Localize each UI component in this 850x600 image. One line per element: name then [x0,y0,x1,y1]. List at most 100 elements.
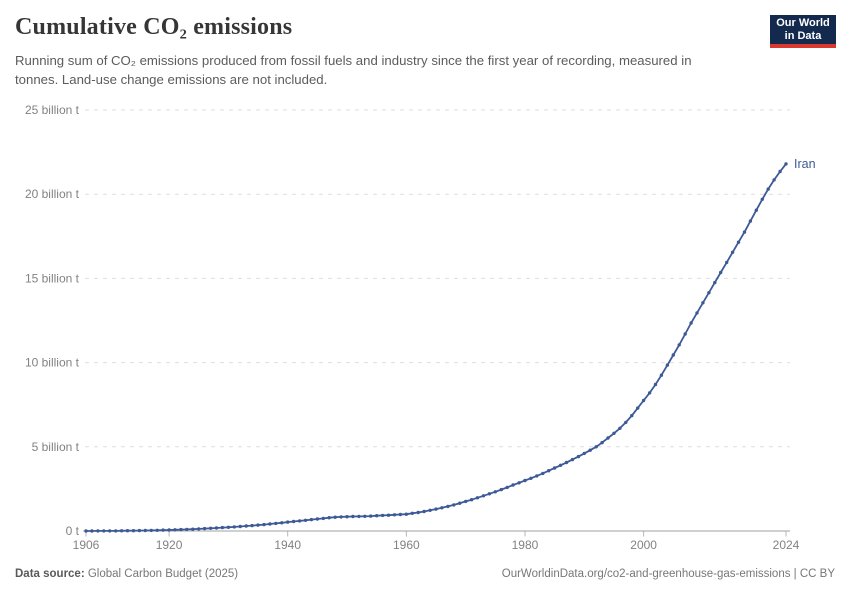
data-point [357,514,361,519]
data-point [333,515,337,519]
data-point [612,431,616,435]
data-point [475,496,480,500]
data-point [125,529,130,533]
data-point [541,471,545,476]
data-point [155,528,159,532]
data-point [398,512,403,517]
data-point [404,512,408,516]
data-point [647,391,652,395]
gridlines-layer [83,109,790,532]
data-point [108,529,112,533]
data-point [701,301,705,305]
y-tick-label: 20 billion t [25,187,80,201]
data-point [754,208,758,212]
data-point [303,518,308,522]
data-point [600,440,604,445]
data-point [119,529,124,533]
data-point [481,494,486,498]
x-tick-label: 2024 [773,538,800,552]
data-point [558,463,563,467]
x-tick-label: 1906 [73,538,100,552]
data-point [250,523,254,528]
data-point [772,178,776,182]
data-point [630,413,634,418]
data-point [683,332,687,336]
data-point [226,525,231,529]
attribution-link[interactable]: OurWorldinData.org/co2-and-greenhouse-ga… [501,568,835,580]
data-point [689,321,693,325]
data-point [131,529,136,533]
data-point [262,522,266,527]
data-point [96,529,100,533]
data-point [493,490,497,494]
data-point [339,515,343,519]
data-point [517,481,521,485]
data-point [778,169,782,174]
data-point [291,519,296,524]
data-point [280,521,284,525]
data-point [446,504,450,509]
data-point [760,197,764,201]
data-point [588,448,592,452]
data-point [564,460,569,465]
data-point [535,474,539,478]
data-point [232,525,236,529]
series-layer [84,162,788,533]
data-point [268,522,272,526]
data-point [730,250,735,254]
data-point [185,527,189,532]
y-tick-label: 25 billion t [25,103,80,117]
data-point [695,311,699,315]
data-point [149,528,153,533]
owid-logo-line2: in Data [784,29,822,42]
data-point [458,501,462,505]
data-point [707,291,711,295]
x-tick-label: 1960 [393,538,420,552]
data-point [440,506,444,510]
chart-title: Cumulative CO₂ emissions [15,14,293,40]
data-point [742,230,747,234]
data-point [487,492,492,496]
data-point [748,219,753,223]
data-point [547,469,551,473]
data-point [102,529,106,533]
data-point [297,519,302,523]
data-point [434,507,438,511]
data-point [327,516,331,520]
data-point [84,529,88,533]
data-point [606,436,610,440]
data-point [523,478,527,483]
data-point [256,523,260,527]
x-tick-label: 2000 [630,538,657,552]
data-point [665,363,670,367]
data-point [552,466,557,470]
data-point [636,406,640,410]
data-point [422,509,426,514]
data-point [143,528,147,533]
data-point [179,527,183,532]
data-point [375,514,379,518]
series-line-iran [86,163,787,532]
data-point [244,524,248,528]
data-point [309,517,314,522]
data-point [766,187,770,191]
data-point [499,487,503,492]
data-point [220,525,225,530]
chart-footer: Data source: Global Carbon Budget (2025)… [15,568,835,580]
data-point [570,457,575,462]
data-source-label: Data source: [15,568,85,580]
data-point [90,529,94,533]
data-point [582,451,586,456]
y-tick-label: 15 billion t [25,271,80,285]
data-point [191,527,195,531]
data-point [410,511,414,515]
data-point [274,521,278,526]
owid-logo[interactable]: Our World in Data [770,15,836,48]
series-label-iran[interactable]: Iran [794,157,816,171]
data-point [167,528,171,532]
data-point [464,499,468,504]
data-point [386,513,391,517]
data-point [321,516,325,521]
